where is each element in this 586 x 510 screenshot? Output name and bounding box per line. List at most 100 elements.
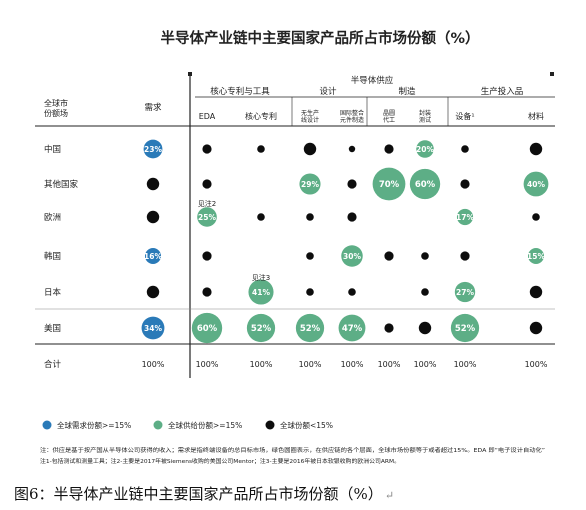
share-dot-small [384, 323, 394, 333]
bubble-label: 17% [456, 213, 474, 222]
bubble-label: 70% [379, 180, 400, 190]
supply-bubble [416, 140, 434, 158]
row-label: 韩国 [44, 251, 61, 262]
bubble-label: 52% [455, 324, 476, 334]
supply-bubble [299, 173, 321, 195]
share-dot-small [384, 251, 394, 261]
bubble-label: 15% [527, 252, 545, 261]
row-label: 欧洲 [44, 212, 61, 223]
share-dot-small [460, 251, 470, 261]
legend-swatch [265, 420, 275, 430]
share-dot-small [202, 287, 212, 297]
share-dot-small [202, 179, 212, 189]
column-header-line: 元件制造 [340, 116, 364, 124]
share-dot-small [348, 288, 356, 296]
bubble-label: 23% [144, 145, 162, 154]
supply-bubble [528, 248, 544, 264]
caption-text: 图6：半导体产业链中主要国家产品所占市场份额（%） [14, 485, 383, 503]
total-value: 100% [250, 360, 273, 369]
annotation-note2: 见注2 [198, 199, 216, 208]
total-value: 100% [341, 360, 364, 369]
column-header: 需求 [144, 102, 162, 113]
bubbles: 23% 20% 29% 70% 60% 40% 25% 17% 16% 30% 15% 41% 27% 3… [141, 139, 549, 344]
group-labels: 核心专利与工具 设计 制造 生产投入品 [210, 86, 523, 97]
supply-bubble [246, 313, 276, 343]
share-dot-small [146, 285, 160, 299]
share-dot-small [384, 144, 394, 154]
share-dot-small [348, 145, 356, 153]
bubble-label: 52% [251, 324, 272, 334]
row-label: 美国 [44, 323, 61, 334]
supply-bubble [197, 207, 217, 227]
column-header: 设备¹ [455, 111, 474, 121]
group-label: 设计 [319, 86, 337, 97]
paragraph-mark: ↵ [384, 489, 395, 502]
share-dot-small [202, 144, 212, 154]
column-header-line: 国际整合 [340, 109, 364, 117]
legend-label: 全球需求份额>=15% [57, 420, 131, 430]
share-dot-small [460, 179, 470, 189]
supply-bubble [248, 279, 274, 305]
group-label: 核心专利与工具 [210, 86, 270, 97]
demand-bubble [145, 248, 161, 264]
bubble-label: 47% [342, 324, 363, 334]
share-dot-small [421, 288, 429, 296]
share-dot-small [347, 179, 357, 189]
legend: 全球需求份额>=15% 全球供给份额>=15% 全球份额<15% [42, 420, 333, 430]
totals-row: 100% 100% 100% 100% 100% 100% 100% 100% 100% [142, 360, 548, 369]
supply-bubble [372, 167, 406, 201]
bubble-label: 60% [415, 180, 436, 190]
share-dot-small [257, 145, 265, 153]
legend-swatch [42, 420, 52, 430]
row-label: 日本 [44, 287, 62, 298]
share-dot-small [529, 285, 543, 299]
bubble-label: 52% [300, 324, 321, 334]
supply-bubble [295, 313, 325, 343]
supply-bubble [523, 171, 549, 197]
share-dot-small [306, 252, 314, 260]
column-header-line: 代工 [383, 116, 395, 124]
supply-bubble [338, 314, 366, 342]
share-dot-small [418, 321, 432, 335]
notes: 注：供应是基于按产国从半导体公司获得的收入；需求是指终端设备的总目标市场，绿色圆… [40, 446, 545, 465]
column-header-line: 晶圆 [383, 110, 395, 117]
column-header: 核心专利 [245, 111, 277, 121]
supply-bubble [456, 208, 474, 226]
column-header-line: 封装 [419, 109, 431, 117]
share-dot-small [347, 212, 357, 222]
group-label: 制造 [398, 86, 416, 97]
bubble-label: 30% [343, 252, 361, 261]
bubble-label: 29% [301, 180, 319, 189]
chart-title: 半导体产业链中主要国家产品所占市场份额（%） [160, 29, 479, 47]
supply-bubble [454, 281, 476, 303]
annotation-note3: 见注3 [252, 273, 270, 282]
column-header-line: 无生产 [301, 109, 319, 117]
share-dot-small [532, 213, 540, 221]
share-dot-small [306, 288, 314, 296]
share-dot-small [146, 210, 160, 224]
figure-caption: 图6：半导体产业链中主要国家产品所占市场份额（%） ↵ [14, 483, 394, 504]
supply-bubble [450, 313, 480, 343]
total-value: 100% [378, 360, 401, 369]
legend-swatch [153, 420, 163, 430]
bubble-label: 27% [456, 288, 474, 297]
share-dot-small [303, 142, 317, 156]
column-header-line: 测试 [419, 116, 431, 124]
legend-label: 全球供给份额>=15% [168, 420, 242, 430]
row-header-line: 份额场 [44, 108, 68, 118]
total-value: 100% [299, 360, 322, 369]
supply-bubble [191, 312, 223, 344]
share-dot-small [461, 145, 469, 153]
bubble-label: 60% [197, 324, 218, 334]
share-dot-small [202, 251, 212, 261]
supply-bubble [341, 245, 363, 267]
demand-bubble [143, 139, 163, 159]
bubble-label: 25% [198, 213, 216, 222]
bubble-label: 40% [527, 180, 545, 189]
share-dot-small [306, 213, 314, 221]
row-header-line: 全球市 [44, 98, 68, 108]
